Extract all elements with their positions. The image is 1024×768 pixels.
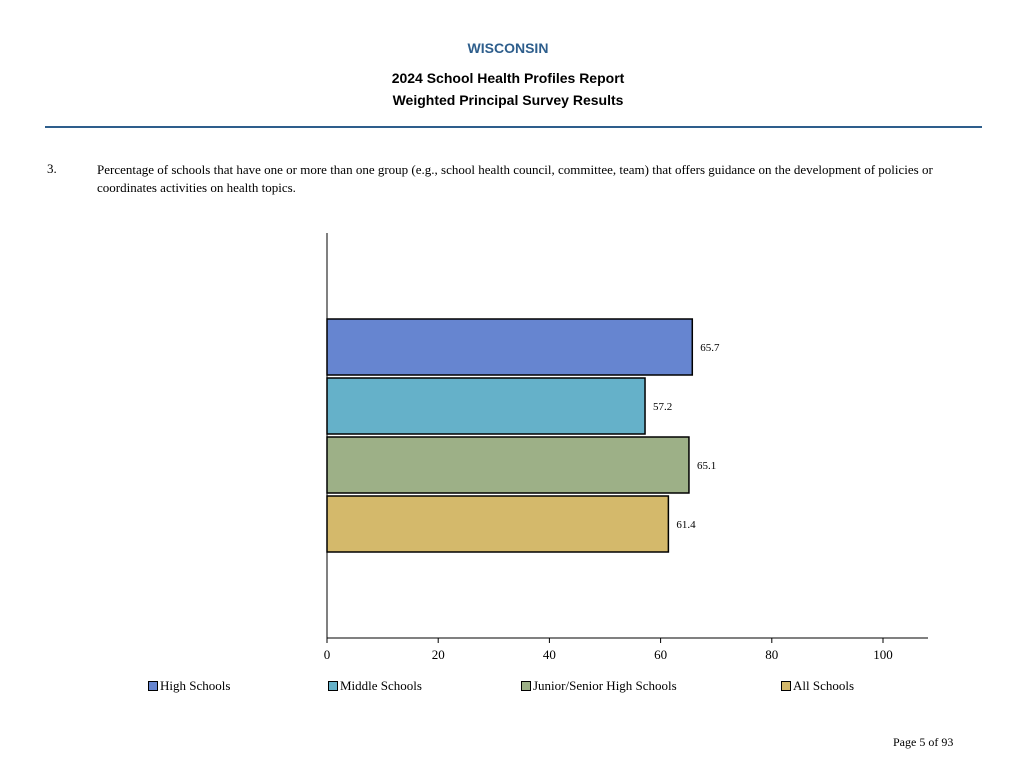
legend-label: Junior/Senior High Schools: [533, 678, 677, 693]
bar-high-schools: [326, 318, 694, 376]
legend-item-all-schools: All Schools: [781, 678, 854, 694]
bar-all-schools: [326, 495, 670, 553]
legend-swatch: [521, 681, 531, 691]
data-label: 65.1: [697, 460, 716, 472]
legend-label: High Schools: [160, 678, 231, 693]
x-tick-label: 80: [765, 647, 778, 662]
header-divider: [45, 126, 982, 128]
x-tick-label: 0: [324, 647, 331, 662]
page-number: Page 5 of 93: [893, 735, 954, 749]
state-name: WISCONSIN: [467, 40, 549, 56]
data-label: 57.2: [653, 401, 672, 413]
legend-swatch: [148, 681, 158, 691]
legend-swatch: [781, 681, 791, 691]
legend-label: Middle Schools: [340, 678, 422, 693]
legend-swatch: [328, 681, 338, 691]
bar-junior-senior-high-schools: [326, 436, 690, 494]
x-tick-label: 100: [873, 647, 893, 662]
report-title: 2024 School Health Profiles Report: [391, 70, 625, 86]
x-tick-label: 40: [543, 647, 556, 662]
legend-item-high-schools: High Schools: [148, 678, 230, 694]
x-tick-label: 60: [654, 647, 667, 662]
x-tick-label: 20: [432, 647, 445, 662]
data-label: 65.7: [700, 342, 720, 354]
question-text: Percentage of schools that have one or m…: [97, 162, 933, 195]
legend-item-junior-senior-high-schools: Junior/Senior High Schools: [521, 678, 677, 694]
legend-label: All Schools: [793, 678, 855, 693]
bar-middle-schools: [326, 377, 646, 435]
data-label: 61.4: [676, 519, 696, 531]
question-number: 3.: [47, 161, 57, 176]
report-subtitle: Weighted Principal Survey Results: [392, 92, 624, 108]
legend-item-middle-schools: Middle Schools: [328, 678, 422, 694]
